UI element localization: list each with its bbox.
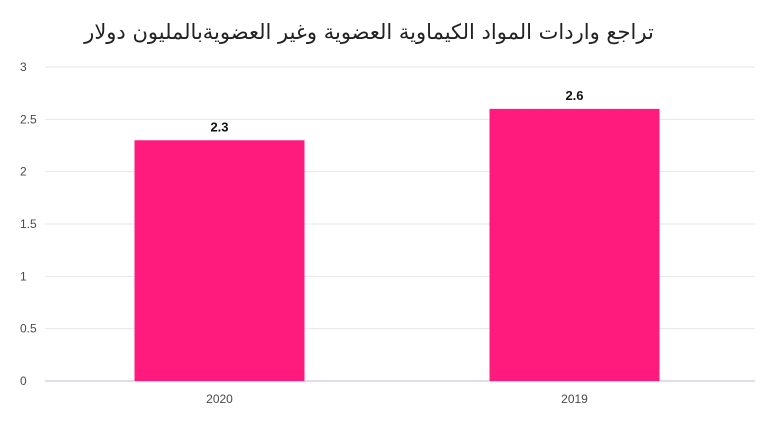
y-tick-label: 3 — [20, 60, 27, 74]
data-labels: 2.3 2.6 — [210, 88, 583, 134]
x-axis-ticks: 2020 2019 — [206, 392, 588, 406]
data-label-2020: 2.3 — [210, 119, 228, 134]
bar-2019 — [489, 108, 660, 381]
y-tick-label: 0 — [20, 374, 27, 388]
y-tick-label: 1.5 — [20, 217, 37, 231]
y-tick-label: 2.5 — [20, 112, 37, 126]
y-axis-ticks: 0 0.5 1 1.5 2 2.5 3 — [20, 60, 37, 388]
y-tick-label: 0.5 — [20, 322, 37, 336]
bar-2020 — [134, 140, 305, 381]
chart-title: تراجع واردات المواد الكيماوية العضوية وغ… — [84, 20, 654, 44]
x-tick-label: 2019 — [561, 392, 588, 406]
y-tick-label: 2 — [20, 165, 27, 179]
bars — [134, 108, 660, 381]
y-tick-label: 1 — [20, 269, 27, 283]
x-tick-label: 2020 — [206, 392, 233, 406]
data-label-2019: 2.6 — [565, 88, 583, 103]
